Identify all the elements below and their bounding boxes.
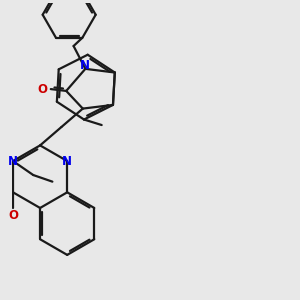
Text: N: N	[80, 59, 90, 72]
Text: O: O	[8, 209, 18, 222]
Text: O: O	[38, 82, 48, 96]
Text: N: N	[8, 154, 18, 167]
Text: N: N	[62, 154, 72, 167]
